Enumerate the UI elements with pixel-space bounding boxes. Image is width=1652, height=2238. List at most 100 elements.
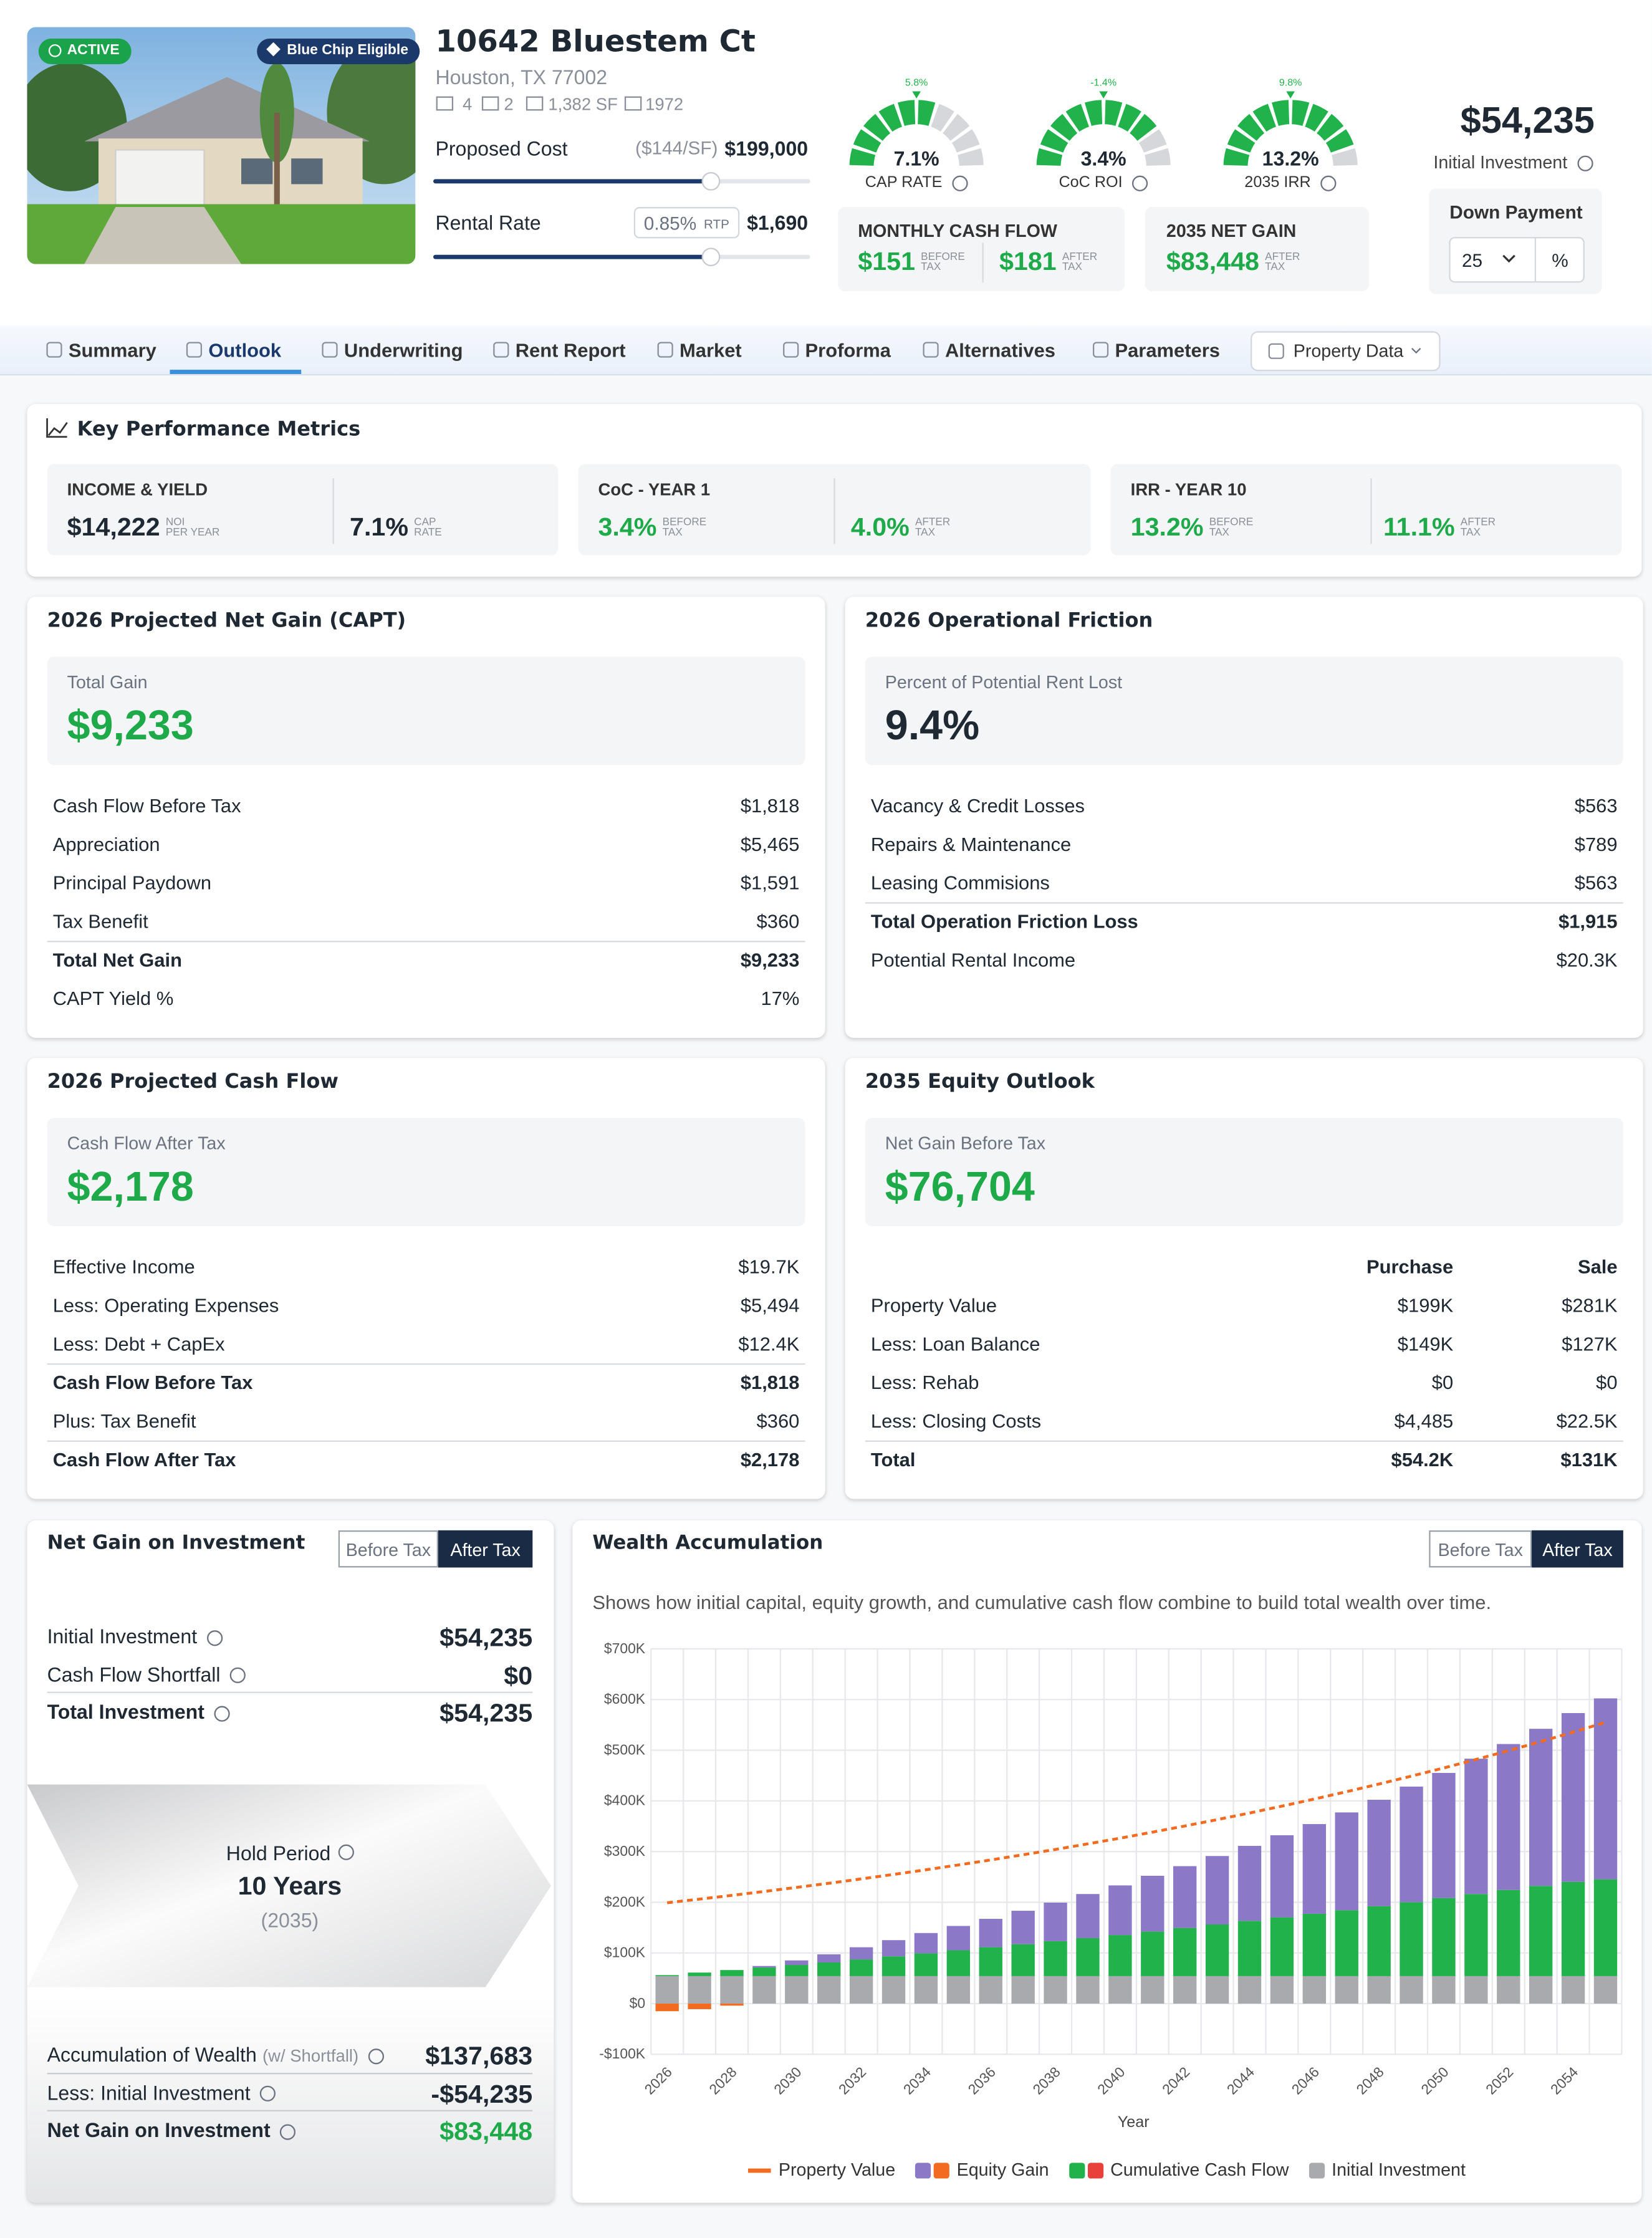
metric-label-line: AFTER xyxy=(1062,249,1098,262)
tab[interactable]: Alternatives xyxy=(944,340,1055,362)
bar-segment xyxy=(1302,1976,1327,2004)
metric-value: $14,222 xyxy=(67,512,160,541)
metric-label: AFTER TAX xyxy=(915,516,950,537)
gauge-segment xyxy=(1118,103,1141,132)
toggle-button[interactable]: Before Tax xyxy=(1429,1530,1532,1568)
gauge-segment xyxy=(951,129,980,153)
gauge-value: 13.2% xyxy=(1262,146,1319,170)
property-fact: 4 xyxy=(462,94,473,115)
tab-icon xyxy=(657,342,673,358)
row-separator xyxy=(865,902,1623,904)
row-label: Effective Income xyxy=(52,1256,195,1278)
bar-segment xyxy=(1335,1812,1358,1911)
row-value: -$54,235 xyxy=(431,2079,533,2108)
bar-segment xyxy=(1497,1744,1520,1890)
card-title: Wealth Accumulation xyxy=(592,1532,824,1555)
x-tick-label: 2050 xyxy=(1418,2063,1451,2097)
metric: 13.2% BEFORE TAX xyxy=(1131,514,1254,539)
legend-swatch xyxy=(933,2162,950,2178)
tab[interactable]: Proforma xyxy=(805,340,891,362)
card-title: 2026 Projected Cash Flow xyxy=(47,1070,339,1094)
tab-icon xyxy=(322,342,338,358)
bar-segment xyxy=(946,1976,971,2004)
net-gain-box xyxy=(1145,207,1370,292)
bar-segment xyxy=(1044,1903,1067,1941)
row-label: Repairs & Maintenance xyxy=(870,833,1072,855)
metric-value: 13.2% xyxy=(1130,512,1204,541)
kpi-divider xyxy=(1370,478,1372,544)
metric-label-line: TAX xyxy=(1265,259,1285,273)
row-label-text: Cash Flow Shortfall xyxy=(47,1662,221,1686)
tab[interactable]: Outlook xyxy=(208,340,282,362)
metric-value: 11.1% xyxy=(1383,512,1455,541)
bar-segment xyxy=(914,1953,938,1976)
kpi-group-title: INCOME & YIELD xyxy=(67,479,208,500)
bar-segment xyxy=(1108,1976,1132,2004)
fact-icon xyxy=(526,96,544,111)
tab[interactable]: Summary xyxy=(68,340,156,362)
wealth-card xyxy=(572,1520,1642,2203)
metric-label: BEFORE TAX xyxy=(663,516,707,537)
gauge-segment xyxy=(1271,100,1290,126)
x-tick-label: 2028 xyxy=(706,2063,739,2097)
summary-value: 9.4% xyxy=(885,703,980,750)
gauge-segment xyxy=(1036,148,1063,166)
bar-segment xyxy=(1011,1944,1035,1976)
row-value: $12.4K xyxy=(738,1333,800,1355)
bar-segment xyxy=(1173,1866,1197,1928)
proposed-cost: $199,000 xyxy=(724,137,809,160)
gauge-segment xyxy=(863,113,891,141)
bar-segment xyxy=(881,1976,906,2004)
tab[interactable]: Rent Report xyxy=(515,340,626,362)
row-label: Vacancy & Credit Losses xyxy=(870,795,1085,817)
property-fact: 1972 xyxy=(645,94,684,115)
bar-segment xyxy=(1270,1976,1294,2004)
x-tick-label: 2054 xyxy=(1547,2063,1582,2098)
hold-value: 10 Years xyxy=(238,1871,342,1900)
bar-segment xyxy=(1141,1931,1165,1976)
toggle-button[interactable]: After Tax xyxy=(1532,1530,1623,1568)
metric: $151 BEFORE TAX xyxy=(858,248,964,274)
row-separator xyxy=(47,2072,533,2074)
row-label: Leasing Commisions xyxy=(870,872,1050,894)
row-value: $131K xyxy=(1560,1449,1618,1471)
x-tick-label: 2042 xyxy=(1159,2063,1193,2097)
row-value: $5,494 xyxy=(740,1295,800,1317)
kpi-title: Key Performance Metrics xyxy=(77,418,361,441)
row-value: $19.7K xyxy=(738,1256,800,1278)
down-payment-unit: % xyxy=(1552,249,1568,272)
row-value: $54,235 xyxy=(439,1699,533,1727)
tab[interactable]: Parameters xyxy=(1115,340,1220,362)
down-payment-select[interactable] xyxy=(1449,237,1585,283)
tab[interactable]: Market xyxy=(680,340,742,362)
toggle-button[interactable]: Before Tax xyxy=(338,1530,439,1568)
bar-segment xyxy=(817,1976,841,2004)
toggle-button[interactable]: After Tax xyxy=(438,1530,533,1568)
x-tick-label: 2044 xyxy=(1224,2063,1258,2098)
box-title: 2035 NET GAIN xyxy=(1166,221,1297,242)
bar-segment xyxy=(720,1970,744,1976)
row-label: Total Net Gain xyxy=(52,949,183,971)
chevron xyxy=(1411,347,1421,354)
legend-swatch xyxy=(1087,2162,1103,2178)
row-value: $563 xyxy=(1574,872,1618,894)
row-value: $360 xyxy=(756,911,800,933)
metric-value: $181 xyxy=(999,247,1057,276)
metric-label-line: TAX xyxy=(1460,525,1481,539)
x-tick-label: 2036 xyxy=(965,2063,999,2097)
summary-label: Cash Flow After Tax xyxy=(67,1133,226,1154)
bar-segment xyxy=(1593,1976,1618,2004)
fact-icon xyxy=(481,96,499,111)
row-value: $0 xyxy=(1596,1371,1618,1394)
property-data-button[interactable] xyxy=(1251,331,1441,372)
bar-segment xyxy=(946,1950,971,1976)
bar-segment xyxy=(1205,1976,1229,2004)
bar-segment xyxy=(1011,1976,1035,2004)
bar-segment xyxy=(720,1976,744,2004)
hold-q xyxy=(338,1844,354,1860)
initial-investment-text: Initial Investment xyxy=(1433,153,1593,173)
tab[interactable]: Underwriting xyxy=(343,340,463,362)
metric-label-line: PER YEAR xyxy=(165,525,220,539)
rtp-box xyxy=(633,207,740,239)
